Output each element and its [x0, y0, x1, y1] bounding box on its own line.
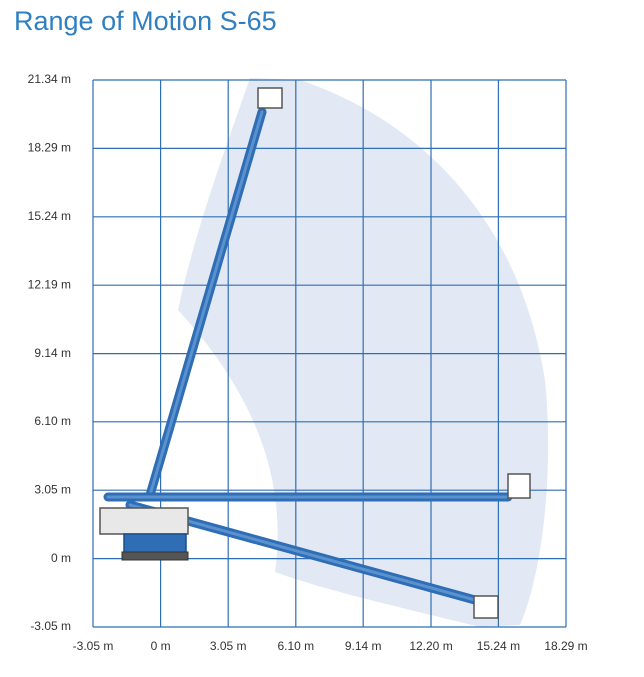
x-tick-label: 9.14 m	[345, 639, 382, 653]
y-tick-label: 6.10 m	[34, 414, 71, 428]
y-tick-label: 15.24 m	[28, 209, 71, 223]
grid	[92, 79, 567, 628]
x-tick-label: 18.29 m	[544, 639, 587, 653]
x-tick-label: 12.20 m	[409, 639, 452, 653]
y-tick-label: 9.14 m	[34, 346, 71, 360]
y-tick-label: 21.34 m	[28, 72, 71, 86]
y-tick-label: 3.05 m	[34, 482, 71, 496]
y-tick-label: 18.29 m	[28, 141, 71, 155]
y-tick-label: 12.19 m	[28, 277, 71, 291]
chart-title: Range of Motion S-65	[14, 6, 277, 36]
x-tick-label: 15.24 m	[477, 639, 520, 653]
machine	[99, 87, 531, 619]
x-tick-label: 0 m	[151, 639, 171, 653]
x-tick-label: 6.10 m	[277, 639, 314, 653]
x-tick-label: 3.05 m	[210, 639, 247, 653]
y-tick-label: -3.05 m	[30, 619, 71, 633]
x-tick-label: -3.05 m	[73, 639, 114, 653]
y-tick-label: 0 m	[51, 551, 71, 565]
